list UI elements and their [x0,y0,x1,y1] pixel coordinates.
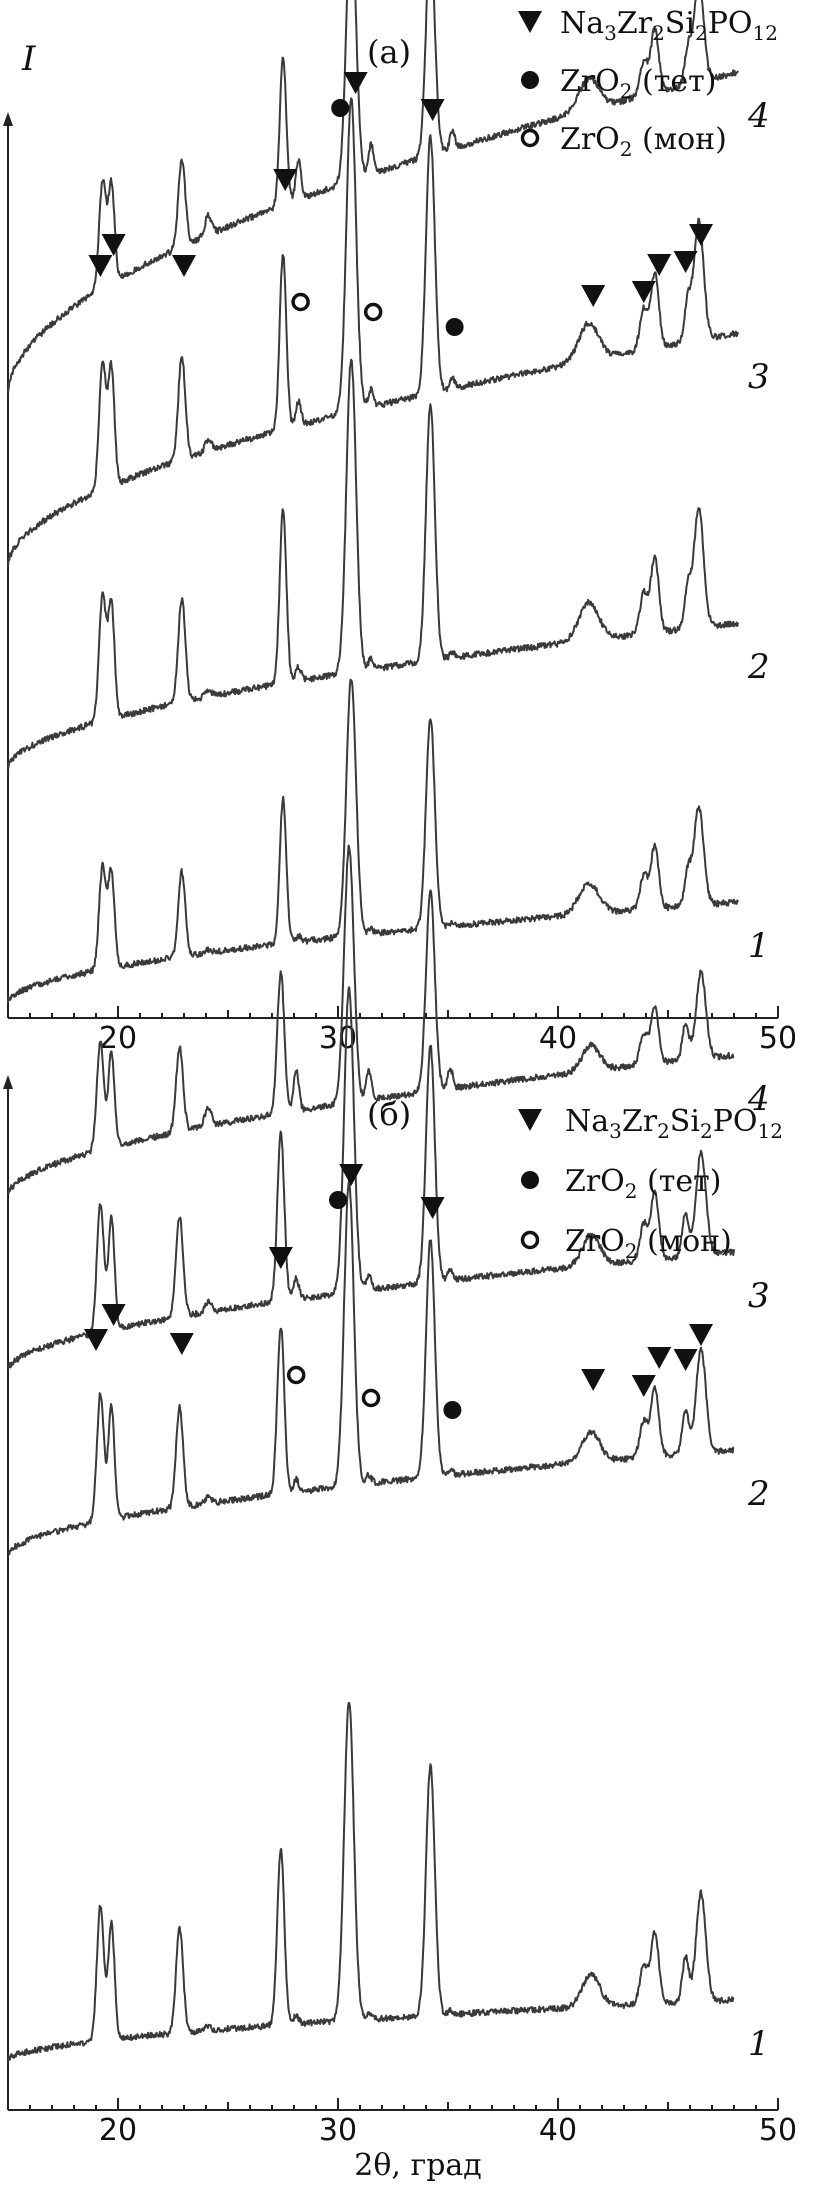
legend-entry-label: ZrO2 (тет) [565,1164,721,1203]
x-tick-label: 20 [99,1021,137,1056]
na3zr2si2po12-marker [631,281,656,303]
na3zr2si2po12-marker [673,1349,698,1371]
series-3-line [7,97,739,566]
na3zr2si2po12-marker [172,255,196,277]
na3zr2si2po12-marker [169,1333,194,1355]
na3zr2si2po12-marker [647,1347,672,1369]
series-2-line [7,1178,735,1556]
na3zr2si2po12-marker [268,1247,293,1269]
series-3-line [7,986,735,1369]
series-3-label: 3 [748,357,770,397]
y-axis-arrow [3,1075,13,1089]
series-3-label: 3 [748,1276,770,1316]
legend-filled-circle-marker [521,71,539,89]
legend-entry-label: Na3Zr2Si2PO12 [565,1104,783,1143]
legend-entry-label: ZrO2 (тет) [560,64,716,103]
na3zr2si2po12-marker [343,72,368,94]
series-1-line [7,1701,735,2062]
series-1-label: 1 [748,2024,770,2064]
na3zr2si2po12-marker [673,251,698,273]
na3zr2si2po12-marker [339,1164,364,1186]
na3zr2si2po12-marker [101,234,126,256]
legend-triangle-marker [518,11,542,33]
series-2-line [7,358,739,770]
series-4-line [7,0,739,393]
panel-label: (б) [367,1095,411,1133]
na3zr2si2po12-marker [581,1369,606,1391]
series-1-label: 1 [748,926,770,966]
na3zr2si2po12-marker [84,1329,108,1351]
x-axis-label: 2θ, град [354,2148,482,2183]
series-2-label: 2 [747,647,770,687]
na3zr2si2po12-marker [647,254,672,276]
x-tick-label: 40 [539,2113,577,2148]
x-tick-label: 40 [539,1021,577,1056]
zro2-tet-marker [329,1191,347,1209]
na3zr2si2po12-marker [420,1197,445,1219]
na3zr2si2po12-marker [631,1375,656,1397]
legend-filled-circle-marker [521,1171,539,1189]
series-4-label: 4 [747,96,770,136]
legend-open-circle-marker [520,1230,540,1250]
legend-entry-label: ZrO2 (мон) [565,1224,732,1263]
legend-entry-label: Na3Zr2Si2PO12 [560,6,778,45]
legend-entry-label: ZrO2 (мон) [560,122,727,161]
series-2-label: 2 [747,1474,770,1514]
series-4-line [7,844,735,1195]
na3zr2si2po12-marker [689,1324,713,1346]
zro2-mon-marker [361,1388,381,1408]
zro2-tet-marker [445,318,464,336]
series-1-line [7,678,739,1004]
zro2-tet-marker [443,1401,462,1419]
zro2-mon-marker [291,292,310,312]
na3zr2si2po12-marker [581,285,606,307]
x-tick-label: 20 [99,2113,137,2148]
y-axis-label: I [21,39,36,79]
zro2-mon-marker [286,1365,306,1385]
legend-triangle-marker [518,1109,542,1131]
x-tick-label: 50 [759,1021,797,1056]
na3zr2si2po12-marker [689,224,713,246]
x-tick-label: 50 [759,2113,797,2148]
x-tick-label: 30 [319,2113,357,2148]
zro2-tet-marker [331,99,350,117]
series-4-label: 4 [747,1079,770,1119]
zro2-mon-marker [363,302,383,322]
na3zr2si2po12-marker [88,255,113,277]
na3zr2si2po12-marker [273,169,298,191]
na3zr2si2po12-marker [420,99,445,121]
na3zr2si2po12-marker [101,1304,126,1326]
y-axis-arrow [3,112,13,126]
panel-label: (а) [367,33,411,71]
panel-b: 20 30 40 50 2θ, град (б) 4 3 2 1 Na3Zr2Si2PO12 ZrO2… [3,844,797,2183]
legend-open-circle-marker [520,128,540,148]
